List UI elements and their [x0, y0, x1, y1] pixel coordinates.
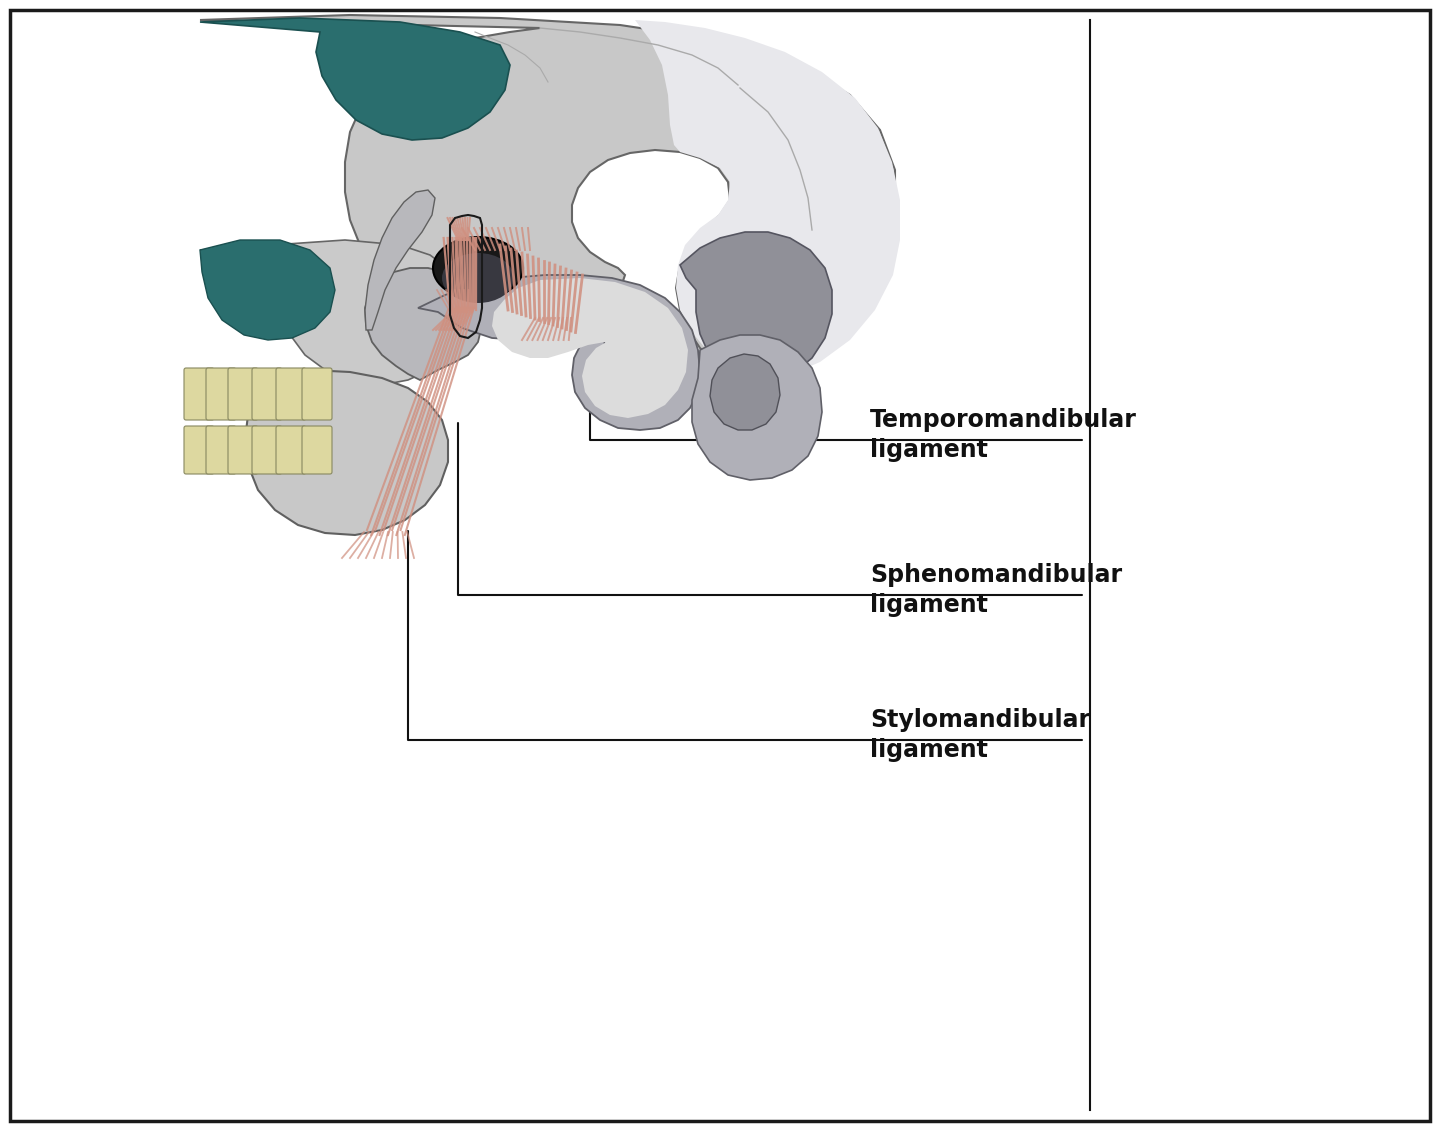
Polygon shape — [200, 18, 510, 140]
FancyBboxPatch shape — [252, 368, 282, 420]
FancyBboxPatch shape — [184, 426, 215, 474]
FancyBboxPatch shape — [302, 368, 333, 420]
FancyBboxPatch shape — [206, 368, 236, 420]
Ellipse shape — [442, 253, 514, 303]
Polygon shape — [680, 232, 832, 382]
Polygon shape — [364, 190, 435, 330]
FancyBboxPatch shape — [276, 426, 305, 474]
Polygon shape — [200, 15, 896, 375]
Polygon shape — [693, 335, 822, 480]
Polygon shape — [492, 278, 688, 418]
FancyBboxPatch shape — [184, 368, 215, 420]
Polygon shape — [200, 240, 336, 340]
Polygon shape — [418, 275, 700, 430]
Polygon shape — [710, 354, 780, 430]
Polygon shape — [364, 268, 482, 380]
FancyBboxPatch shape — [276, 368, 305, 420]
Text: Temporomandibular
ligament: Temporomandibular ligament — [870, 407, 1136, 463]
Polygon shape — [635, 20, 900, 378]
FancyBboxPatch shape — [302, 426, 333, 474]
Text: Stylomandibular
ligament: Stylomandibular ligament — [870, 708, 1090, 762]
Polygon shape — [200, 370, 448, 535]
FancyBboxPatch shape — [206, 426, 236, 474]
Text: Sphenomandibular
ligament: Sphenomandibular ligament — [870, 563, 1122, 618]
FancyBboxPatch shape — [228, 368, 258, 420]
FancyBboxPatch shape — [252, 426, 282, 474]
FancyBboxPatch shape — [228, 426, 258, 474]
Ellipse shape — [433, 238, 523, 299]
Polygon shape — [200, 240, 465, 385]
